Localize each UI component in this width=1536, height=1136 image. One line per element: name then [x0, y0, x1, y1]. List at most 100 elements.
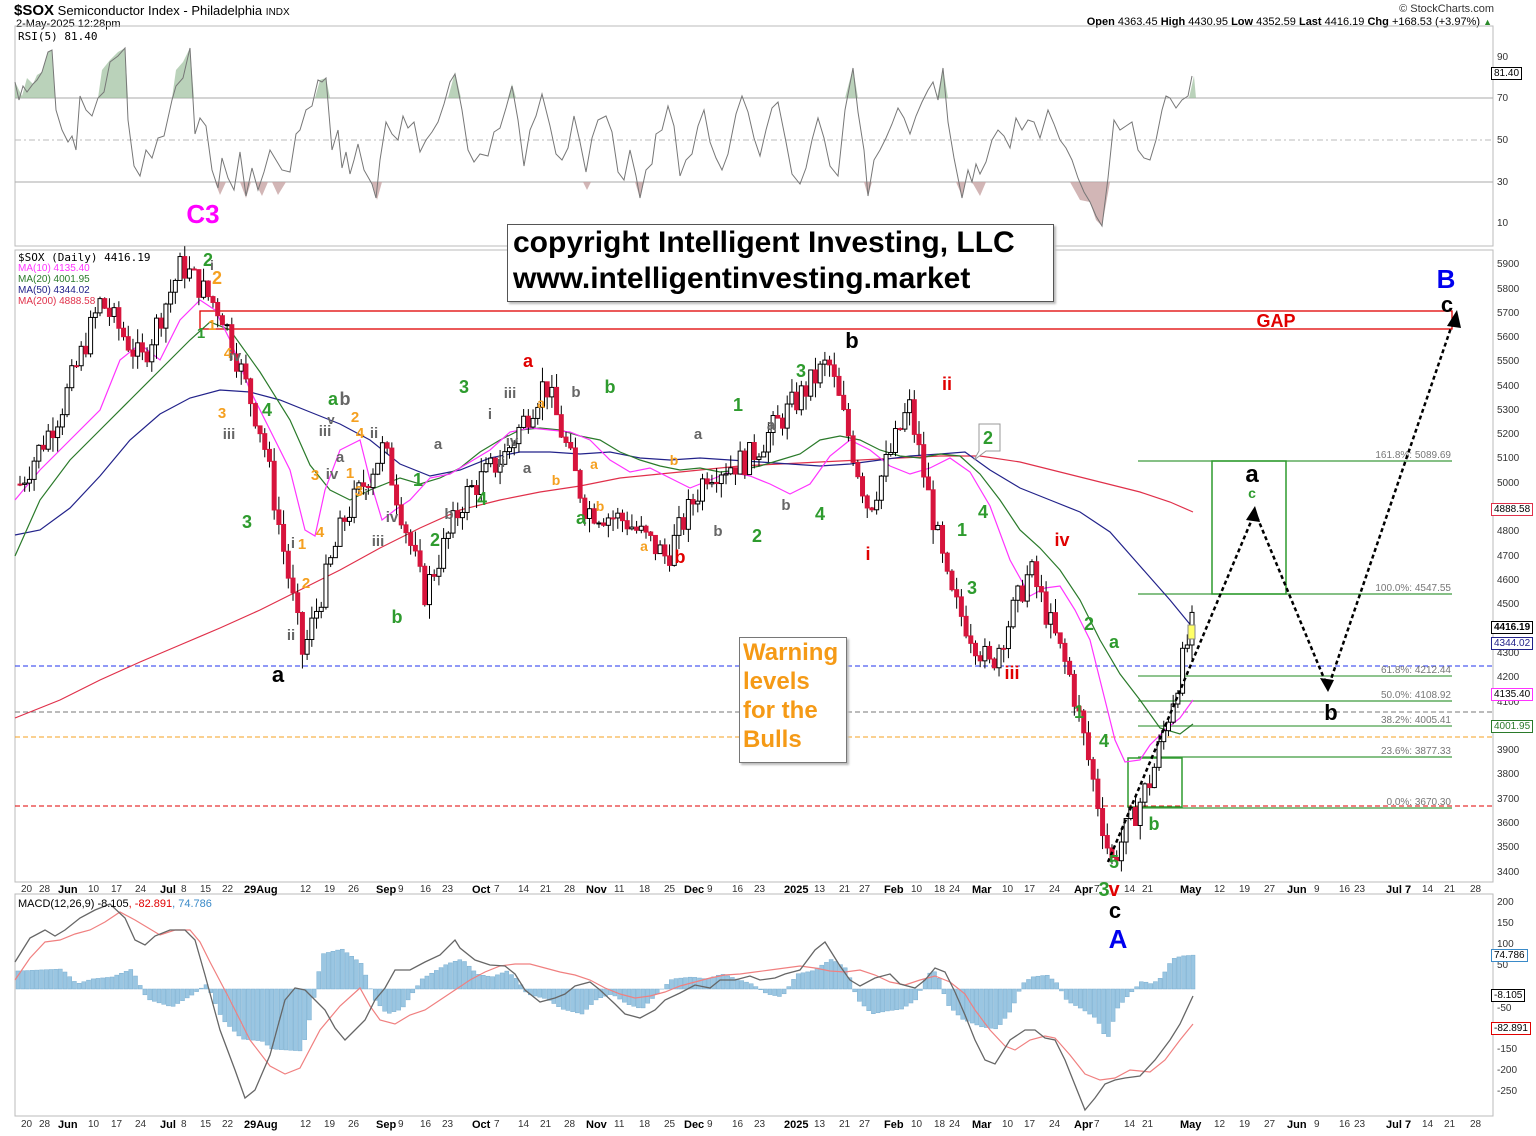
x-tick-label: 29Aug: [244, 1119, 278, 1131]
svg-text:2: 2: [203, 250, 213, 270]
x-tick-label: 2025: [784, 884, 809, 896]
svg-text:a: a: [523, 460, 532, 477]
symbol: $SOX: [14, 2, 55, 19]
svg-text:a: a: [434, 436, 443, 453]
svg-text:3: 3: [218, 405, 226, 422]
x-tick-label: Jun: [58, 1119, 78, 1131]
x-tick-label: 9: [707, 884, 713, 895]
open-value: 4363.45: [1117, 16, 1158, 28]
x-tick-label: 28: [39, 1119, 51, 1130]
x-tick-label: 20: [21, 1119, 33, 1130]
svg-text:0.0%: 3670.30: 0.0%: 3670.30: [1387, 797, 1452, 808]
x-tick-label: 16: [1339, 884, 1351, 895]
svg-text:b: b: [1324, 700, 1337, 725]
x-tick-label: 19: [324, 1119, 336, 1130]
svg-text:iii: iii: [223, 426, 236, 443]
x-tick-label: 12: [300, 884, 312, 895]
y-axis-ticks: 90 70 50 30 10 5900 5800 5700 5600 5500 5400 5300…: [1497, 52, 1520, 1097]
x-tick-label: Jun: [1287, 884, 1307, 896]
svg-text:23.6%: 3877.33: 23.6%: 3877.33: [1381, 746, 1451, 757]
svg-text:2: 2: [983, 428, 993, 448]
svg-text:4: 4: [815, 504, 825, 524]
svg-text:2: 2: [212, 268, 222, 288]
svg-text:a: a: [1109, 632, 1120, 652]
x-tick-label: 10: [1002, 884, 1014, 895]
ma200-tag: 4888.58: [1491, 503, 1534, 516]
svg-text:3: 3: [355, 483, 363, 500]
macd-hist-tag: 74.786: [1491, 949, 1528, 962]
gap-zone: GAP: [199, 310, 1453, 331]
warning-box: Warning levels for the Bulls: [739, 637, 847, 763]
fibonacci-labels: 161.8%: 5089.69 100.0%: 4547.55 61.8%: 4…: [1375, 450, 1451, 808]
svg-text:iii: iii: [1004, 663, 1019, 683]
svg-text:v: v: [1108, 879, 1120, 901]
svg-text:5200: 5200: [1497, 429, 1520, 440]
rsi-value-tag: 81.40: [1491, 67, 1523, 80]
quote-bar: Open 4363.45 High 4430.95 Low 4352.59 La…: [1087, 16, 1492, 28]
x-tick-label: Jul: [160, 884, 176, 896]
projection-arrow-1: [1246, 506, 1260, 522]
last-value: 4416.19: [1324, 16, 1365, 28]
x-tick-label: 10: [911, 1119, 923, 1130]
svg-text:4100: 4100: [1497, 697, 1520, 708]
last-label: Last: [1298, 16, 1322, 28]
svg-text:i: i: [364, 487, 368, 504]
x-tick-label: 2025: [784, 1119, 809, 1131]
copyright-line1: copyright Intelligent Investing, LLC: [513, 226, 1015, 259]
svg-text:1: 1: [413, 470, 423, 490]
svg-text:C3: C3: [186, 199, 219, 229]
svg-text:4600: 4600: [1497, 575, 1520, 586]
x-tick-label: 11: [614, 1119, 625, 1130]
x-tick-label: 7: [1094, 1119, 1100, 1130]
x-tick-label: 25: [664, 1119, 676, 1130]
chart-title: $SOX Semiconductor Index - Philadelphia …: [14, 2, 290, 19]
x-tick-label: 21: [839, 1119, 851, 1130]
svg-text:10: 10: [1497, 218, 1509, 229]
x-tick-label: 21: [1444, 884, 1456, 895]
x-tick-label: 20: [21, 884, 33, 895]
svg-text:4800: 4800: [1497, 526, 1520, 537]
macd-value-tag: -8.105: [1491, 989, 1526, 1002]
svg-text:-50: -50: [1497, 1003, 1512, 1014]
x-tick-label: Apr: [1074, 884, 1093, 896]
x-tick-label: 15: [200, 1119, 212, 1130]
svg-text:5100: 5100: [1497, 453, 1520, 464]
svg-text:5500: 5500: [1497, 356, 1520, 367]
svg-text:b: b: [781, 497, 790, 514]
x-tick-label: Sep: [376, 884, 397, 896]
price-legend-title: $SOX (Daily) 4416.19: [18, 251, 151, 264]
x-tick-label: 10: [1002, 1119, 1014, 1130]
svg-text:61.8%: 4212.44: 61.8%: 4212.44: [1381, 665, 1451, 676]
svg-text:50.0%: 4108.92: 50.0%: 4108.92: [1381, 690, 1451, 701]
x-tick-label: Feb: [884, 1119, 904, 1131]
svg-text:2: 2: [351, 409, 359, 426]
svg-text:a: a: [640, 538, 648, 554]
svg-text:a: a: [537, 395, 545, 411]
x-tick-label: 28: [1470, 1119, 1482, 1130]
svg-text:38.2%: 4005.41: 38.2%: 4005.41: [1381, 715, 1451, 726]
x-tick-label: 14: [518, 884, 530, 895]
last-price-tag: 4416.19: [1491, 621, 1534, 634]
x-tick-label: 19: [1239, 1119, 1251, 1130]
svg-text:3900: 3900: [1497, 745, 1520, 756]
price-legend: $SOX (Daily) 4416.19 MA(10) 4135.40 MA(2…: [18, 252, 150, 307]
exchange: INDX: [265, 7, 290, 18]
x-tick-label: 10: [88, 884, 100, 895]
svg-text:iv: iv: [1054, 530, 1069, 550]
x-tick-label: 9: [398, 884, 404, 895]
svg-text:i: i: [488, 406, 492, 423]
ma50-line: [14, 389, 1194, 629]
projection-arrow-3: [1447, 310, 1461, 328]
macd-legend-hist: , 74.786: [172, 898, 212, 910]
x-tick-label: 8: [181, 884, 187, 895]
macd-legend-signal: , -82.891: [128, 898, 173, 910]
price-candles: [17, 246, 1195, 872]
svg-text:4: 4: [1099, 731, 1109, 751]
gap-label: GAP: [1256, 311, 1295, 331]
svg-text:100: 100: [1497, 939, 1514, 950]
svg-text:a: a: [590, 456, 598, 472]
svg-text:b: b: [340, 389, 351, 409]
svg-text:4: 4: [356, 425, 365, 442]
warning-line: levels: [743, 668, 810, 695]
svg-text:b: b: [713, 523, 722, 540]
